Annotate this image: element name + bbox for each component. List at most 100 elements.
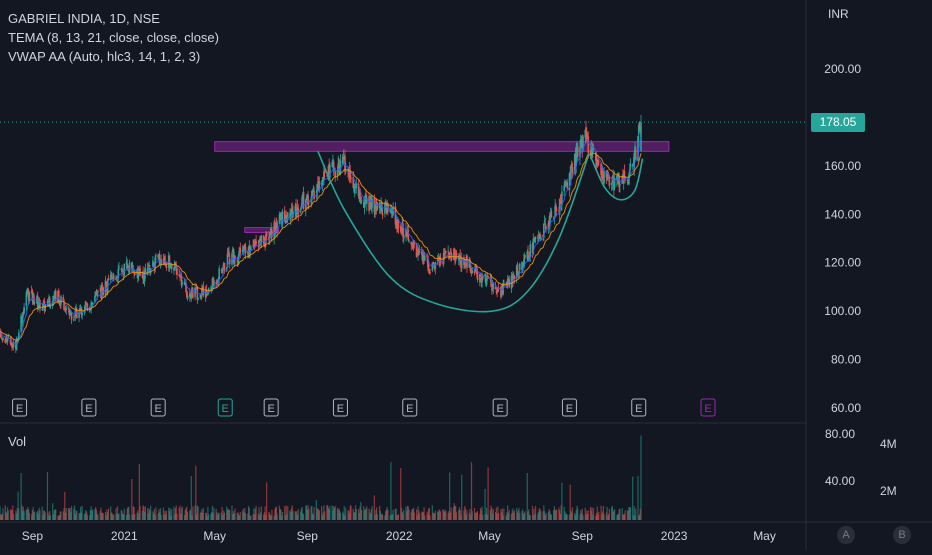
volume-bar bbox=[243, 512, 245, 520]
candle-body bbox=[226, 253, 229, 268]
volume-bar bbox=[139, 506, 141, 520]
volume-bar bbox=[286, 513, 288, 520]
candle-body bbox=[12, 346, 14, 348]
candle-body bbox=[190, 290, 193, 299]
volume-bar bbox=[41, 506, 43, 520]
volume-bar bbox=[150, 505, 152, 520]
volume-bar bbox=[195, 514, 198, 520]
candle-body bbox=[618, 176, 620, 188]
earnings-marker[interactable]: E bbox=[561, 398, 577, 417]
candle-body bbox=[360, 199, 363, 202]
candle-body bbox=[429, 272, 431, 273]
volume-bar bbox=[442, 509, 444, 520]
volume-bar bbox=[21, 505, 23, 520]
volume-bar bbox=[318, 510, 320, 520]
earnings-marker[interactable]: E bbox=[217, 398, 233, 417]
volume-bar bbox=[11, 510, 13, 520]
volume-bar bbox=[394, 509, 397, 520]
volume-bar bbox=[371, 506, 373, 520]
candle-body bbox=[316, 184, 318, 196]
earnings-marker[interactable]: E bbox=[631, 398, 647, 417]
volume-label[interactable]: Vol bbox=[8, 434, 27, 449]
volume-bar bbox=[95, 507, 97, 520]
earnings-marker[interactable]: E bbox=[263, 398, 279, 417]
volume-bar bbox=[90, 506, 92, 520]
earnings-marker[interactable]: E bbox=[492, 398, 508, 417]
volume-bar bbox=[629, 507, 632, 520]
candle-body bbox=[210, 287, 212, 289]
volume-bar bbox=[491, 507, 493, 520]
volume-bar bbox=[169, 508, 171, 520]
volume-bar bbox=[574, 515, 577, 520]
candle-body bbox=[497, 288, 499, 292]
earnings-marker-label: E bbox=[85, 403, 92, 415]
candle-body bbox=[371, 198, 373, 208]
volume-bar bbox=[281, 515, 283, 520]
volume-bar bbox=[458, 510, 460, 520]
volume-bar bbox=[226, 506, 228, 520]
candle-body bbox=[126, 263, 129, 266]
volume-bar bbox=[347, 510, 349, 520]
volume-bar bbox=[6, 513, 8, 520]
candle-body bbox=[173, 267, 175, 271]
log-scale-button[interactable]: B bbox=[893, 526, 911, 544]
earnings-marker[interactable]: E bbox=[12, 398, 28, 417]
volume-bar bbox=[74, 514, 76, 520]
volume-bar bbox=[597, 514, 599, 520]
candle-body bbox=[152, 262, 155, 264]
candle-body bbox=[102, 287, 104, 295]
candle-body bbox=[301, 197, 303, 208]
indicator-tema-label[interactable]: TEMA (8, 13, 21, close, close, close) bbox=[8, 30, 219, 45]
volume-bar bbox=[639, 508, 641, 520]
candle-body bbox=[53, 295, 56, 300]
volume-bar bbox=[205, 512, 207, 520]
earnings-marker-label: E bbox=[16, 403, 23, 415]
volume-bar bbox=[348, 510, 350, 520]
candle-body bbox=[637, 125, 640, 135]
volume-bar bbox=[405, 506, 407, 520]
candle-body bbox=[332, 161, 335, 170]
candle-body bbox=[582, 136, 584, 150]
candle-body bbox=[146, 267, 149, 276]
volume-bar bbox=[412, 509, 414, 520]
candle-body bbox=[178, 273, 181, 277]
candle-body bbox=[623, 170, 626, 180]
candle-body bbox=[157, 254, 159, 258]
volume-bar bbox=[627, 510, 629, 520]
volume-bar bbox=[21, 510, 24, 520]
earnings-marker[interactable]: E bbox=[700, 398, 716, 417]
price-tick-label: 120.00 bbox=[824, 256, 861, 270]
volume-bar bbox=[369, 513, 372, 520]
volume-bar bbox=[237, 512, 239, 520]
volume-bar bbox=[522, 509, 524, 520]
earnings-marker-box bbox=[150, 398, 166, 417]
volume-bar bbox=[307, 505, 309, 520]
earnings-marker[interactable]: E bbox=[402, 398, 418, 417]
candle-body bbox=[518, 263, 521, 271]
candle-body bbox=[21, 314, 24, 323]
earnings-marker[interactable]: E bbox=[81, 398, 97, 417]
candle-body bbox=[628, 169, 631, 175]
symbol-title[interactable]: GABRIEL INDIA, 1D, NSE bbox=[8, 11, 160, 26]
volume-bar bbox=[10, 510, 12, 520]
candle-body bbox=[606, 174, 608, 177]
volume-bar bbox=[547, 512, 549, 520]
volume-bar bbox=[333, 506, 335, 520]
candle-body bbox=[158, 254, 161, 265]
candle-body bbox=[555, 205, 557, 211]
indicator-vwap-label[interactable]: VWAP AA (Auto, hlc3, 14, 1, 2, 3) bbox=[8, 49, 201, 64]
volume-bar bbox=[417, 506, 419, 520]
volume-bar bbox=[397, 514, 399, 520]
volume-bar bbox=[595, 512, 598, 520]
price-tick-label: 140.00 bbox=[824, 207, 861, 221]
earnings-marker[interactable]: E bbox=[332, 398, 348, 417]
volume-bar bbox=[580, 512, 583, 520]
volume-bar bbox=[18, 508, 20, 520]
earnings-marker[interactable]: E bbox=[150, 398, 166, 417]
volume-bar bbox=[379, 506, 381, 520]
candle-body bbox=[12, 342, 15, 348]
auto-scale-button[interactable]: A bbox=[837, 526, 855, 544]
volume-bar bbox=[366, 506, 368, 520]
